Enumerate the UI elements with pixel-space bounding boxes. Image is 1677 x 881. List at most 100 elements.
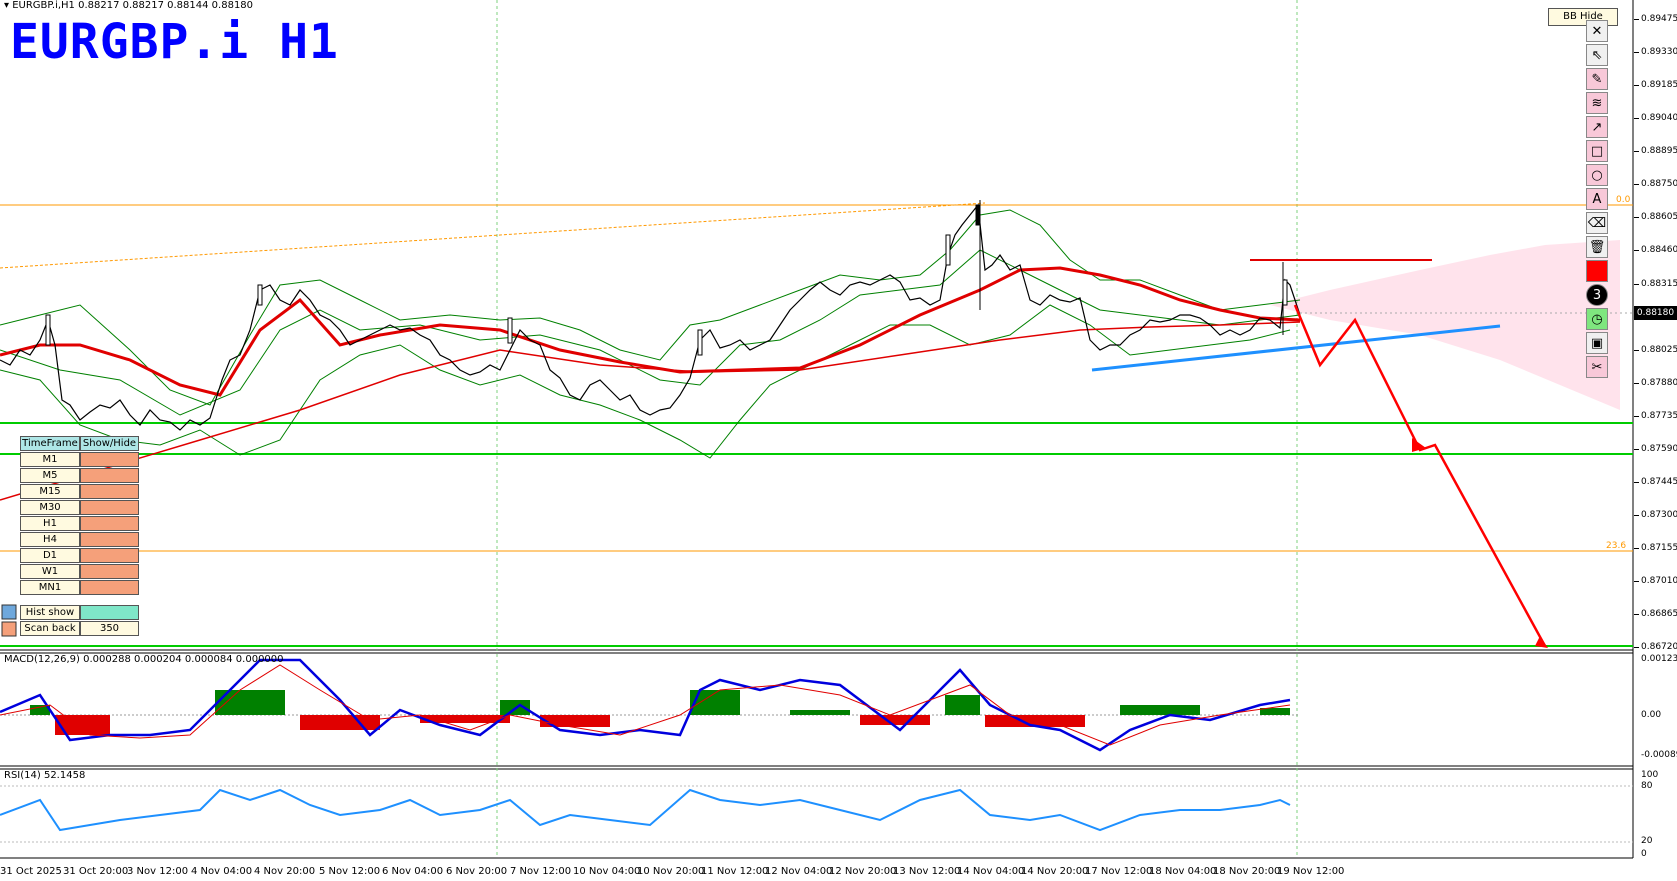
price-label: 0.89330 bbox=[1641, 47, 1677, 57]
time-label: 13 Nov 12:00 bbox=[893, 866, 961, 877]
show-hide-header: Show/Hide bbox=[80, 436, 139, 451]
rectangle-icon[interactable]: □ bbox=[1586, 140, 1608, 162]
timeframe-w1: W1 bbox=[20, 564, 80, 579]
price-label: 0.89475 bbox=[1641, 14, 1677, 24]
fib-trendline bbox=[0, 202, 986, 269]
toggle-h4[interactable] bbox=[80, 532, 139, 547]
time-label: 7 Nov 12:00 bbox=[510, 866, 572, 877]
hist-show-toggle[interactable] bbox=[80, 605, 139, 620]
symbol-info: EURGBP.i,H1 0.88217 0.88217 0.88144 0.88… bbox=[12, 0, 254, 11]
price-label: 0.88605 bbox=[1641, 212, 1677, 222]
price-label: 0.87880 bbox=[1641, 378, 1677, 388]
rsi-label: RSI(14) 52.1458 bbox=[4, 770, 86, 781]
macd-histogram bbox=[0, 690, 1300, 735]
price-label: 0.87300 bbox=[1641, 510, 1677, 520]
timeframe-m30: M30 bbox=[20, 500, 80, 515]
price-tick bbox=[1634, 118, 1639, 119]
time-label: 31 Oct 2025 bbox=[0, 866, 62, 877]
price-tick bbox=[1634, 614, 1639, 615]
time-label: 10 Nov 04:00 bbox=[573, 866, 641, 877]
time-label: 18 Nov 04:00 bbox=[1149, 866, 1217, 877]
timeframe-m5: M5 bbox=[20, 468, 80, 483]
price-tick bbox=[1634, 647, 1639, 648]
chart-header: ▾ EURGBP.i,H1 0.88217 0.88217 0.88144 0.… bbox=[4, 0, 253, 11]
price-label: 0.88750 bbox=[1641, 179, 1677, 189]
rsi-axis-20: 20 bbox=[1641, 836, 1653, 846]
macd-label: MACD(12,26,9) 0.000288 0.000204 0.000084… bbox=[4, 654, 284, 665]
clock-icon[interactable]: ◷ bbox=[1586, 308, 1608, 330]
price-label: 0.87735 bbox=[1641, 411, 1677, 421]
pencil-icon[interactable]: ✎ bbox=[1586, 68, 1608, 90]
price-label: 0.87155 bbox=[1641, 543, 1677, 553]
macd-axis-mid: 0.00 bbox=[1641, 710, 1662, 720]
time-label: 4 Nov 20:00 bbox=[254, 866, 316, 877]
scan-back-label: Scan back bbox=[20, 621, 80, 636]
toggle-w1[interactable] bbox=[80, 564, 139, 579]
bb-upper bbox=[0, 209, 1301, 406]
hist-show-label: Hist show bbox=[20, 605, 80, 620]
ellipse-icon[interactable]: ○ bbox=[1586, 164, 1608, 186]
scissors-icon[interactable]: ✂ bbox=[1586, 356, 1608, 378]
price-label: 0.87590 bbox=[1641, 444, 1677, 454]
price-tick bbox=[1634, 85, 1639, 86]
trash-icon[interactable]: 🗑 bbox=[1586, 236, 1608, 258]
arrow-icon[interactable]: ↗ bbox=[1586, 116, 1608, 138]
fib-label-bottom: 23.6 bbox=[1606, 541, 1627, 551]
bb-lower bbox=[0, 304, 1291, 459]
rsi-line bbox=[0, 788, 1291, 832]
price-label: 0.87010 bbox=[1641, 576, 1677, 586]
scan-back-input[interactable]: 350 bbox=[80, 621, 139, 636]
price-label: 0.88025 bbox=[1641, 345, 1677, 355]
time-label: 6 Nov 04:00 bbox=[382, 866, 444, 877]
price-label: 0.88315 bbox=[1641, 279, 1677, 289]
toggle-m15[interactable] bbox=[80, 484, 139, 499]
price-tick bbox=[1634, 581, 1639, 582]
time-label: 3 Nov 12:00 bbox=[127, 866, 189, 877]
toggle-h1[interactable] bbox=[80, 516, 139, 531]
dropdown-icon[interactable]: ▾ bbox=[4, 0, 10, 11]
toggle-m5[interactable] bbox=[80, 468, 139, 483]
price-tick bbox=[1634, 284, 1639, 285]
price-tick bbox=[1634, 482, 1639, 483]
time-label: 12 Nov 04:00 bbox=[765, 866, 833, 877]
time-label: 18 Nov 20:00 bbox=[1213, 866, 1281, 877]
price-label: 0.86865 bbox=[1641, 609, 1677, 619]
ma-fast bbox=[0, 266, 1301, 397]
toggle-mn1[interactable] bbox=[80, 580, 139, 595]
rsi-axis-80: 80 bbox=[1641, 781, 1653, 791]
save-icon[interactable]: ▣ bbox=[1586, 332, 1608, 354]
time-label: 11 Nov 12:00 bbox=[701, 866, 769, 877]
close-icon[interactable]: ✕ bbox=[1586, 20, 1608, 42]
price-tick bbox=[1634, 52, 1639, 53]
timeframe-header: TimeFrame bbox=[20, 436, 80, 451]
price-tick bbox=[1634, 19, 1639, 20]
toggle-d1[interactable] bbox=[80, 548, 139, 563]
price-tick bbox=[1634, 449, 1639, 450]
volume-profile bbox=[1270, 240, 1620, 410]
price-label: 0.88460 bbox=[1641, 245, 1677, 255]
width-icon[interactable]: 3 bbox=[1586, 284, 1608, 306]
time-label: 14 Nov 20:00 bbox=[1021, 866, 1089, 877]
toggle-m30[interactable] bbox=[80, 500, 139, 515]
current-price-badge: 0.88180 bbox=[1634, 306, 1677, 320]
timeframe-mn1: MN1 bbox=[20, 580, 80, 595]
timeframe-m1: M1 bbox=[20, 452, 80, 467]
bb-middle bbox=[0, 249, 1301, 416]
price-label: 0.89185 bbox=[1641, 80, 1677, 90]
rsi-axis-100: 100 bbox=[1641, 770, 1659, 780]
price-label: 0.86720 bbox=[1641, 642, 1677, 652]
projection-path bbox=[1293, 304, 1547, 647]
color-swatch-icon[interactable] bbox=[1586, 260, 1608, 282]
price-tick bbox=[1634, 250, 1639, 251]
macd-axis-bottom: -0.000898 bbox=[1641, 750, 1677, 760]
cursor-icon[interactable]: ⇖ bbox=[1586, 44, 1608, 66]
fibonacci-icon[interactable]: ≋ bbox=[1586, 92, 1608, 114]
macd-line bbox=[0, 658, 1291, 752]
macd-axis-top: 0.00123 bbox=[1641, 654, 1677, 664]
time-label: 14 Nov 04:00 bbox=[957, 866, 1025, 877]
text-icon[interactable]: A bbox=[1586, 188, 1608, 210]
price-label: 0.87445 bbox=[1641, 477, 1677, 487]
eraser-icon[interactable]: ⌫ bbox=[1586, 212, 1608, 234]
toggle-m1[interactable] bbox=[80, 452, 139, 467]
